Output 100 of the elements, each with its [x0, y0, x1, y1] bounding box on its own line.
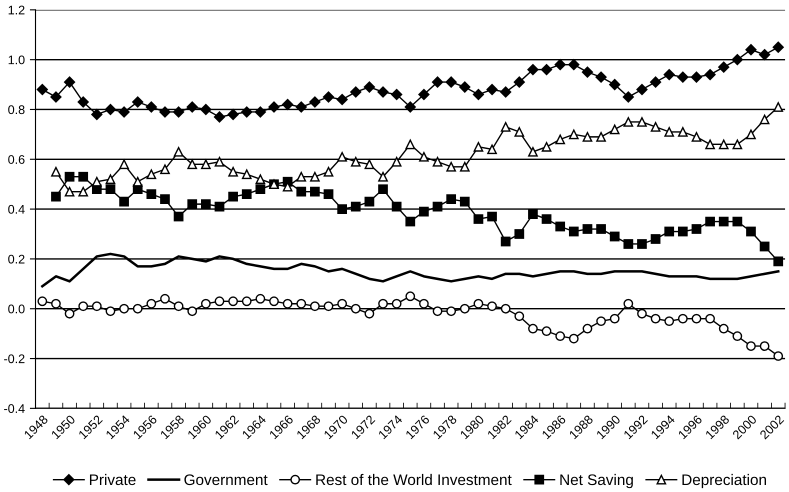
- point: [242, 189, 252, 200]
- point: [732, 331, 742, 341]
- point: [487, 301, 497, 312]
- point: [759, 49, 770, 60]
- point: [118, 106, 130, 118]
- y-tick-label: -0.2: [4, 354, 24, 364]
- point: [746, 130, 756, 140]
- point: [568, 130, 579, 140]
- point: [364, 308, 374, 319]
- point: [200, 159, 211, 170]
- point: [146, 298, 156, 309]
- point: [419, 152, 429, 162]
- point: [718, 324, 729, 334]
- point: [610, 124, 620, 134]
- point: [718, 216, 729, 226]
- point: [650, 76, 662, 88]
- point: [160, 194, 170, 204]
- point: [704, 68, 716, 80]
- point: [91, 108, 102, 120]
- point: [242, 169, 252, 180]
- point: [705, 139, 715, 150]
- point: [432, 76, 444, 88]
- point: [268, 101, 280, 113]
- point: [228, 166, 238, 177]
- point: [746, 341, 756, 351]
- point: [36, 84, 48, 96]
- point: [132, 96, 144, 108]
- point: [500, 122, 511, 132]
- point: [595, 71, 607, 83]
- point: [432, 156, 442, 167]
- point: [64, 76, 76, 88]
- point: [432, 202, 442, 212]
- point: [692, 224, 702, 234]
- point: [732, 139, 742, 150]
- point: [678, 314, 688, 324]
- point: [487, 144, 497, 154]
- point: [322, 91, 334, 103]
- point: [228, 296, 238, 306]
- point: [174, 212, 184, 222]
- point: [214, 111, 226, 123]
- point: [119, 304, 129, 314]
- point: [78, 301, 88, 312]
- point: [200, 199, 211, 209]
- point: [405, 291, 416, 302]
- point: [146, 189, 156, 200]
- point: [514, 311, 524, 322]
- point: [460, 162, 470, 172]
- point: [637, 239, 647, 249]
- point: [324, 166, 334, 177]
- point: [623, 117, 634, 127]
- point: [350, 86, 362, 98]
- y-tick-label: 0.6: [8, 155, 25, 164]
- point: [214, 202, 224, 212]
- point: [555, 222, 566, 232]
- point: [405, 216, 416, 226]
- point: [650, 314, 660, 324]
- point: [690, 71, 702, 83]
- point: [310, 172, 320, 182]
- point: [214, 156, 224, 167]
- point: [324, 301, 334, 312]
- point: [187, 159, 198, 170]
- point: [392, 156, 402, 167]
- point: [51, 166, 61, 177]
- point: [377, 86, 389, 98]
- point: [64, 172, 74, 182]
- point: [678, 127, 688, 137]
- point: [582, 324, 592, 334]
- point: [609, 78, 620, 90]
- point: [760, 341, 770, 351]
- point: [132, 176, 143, 187]
- point: [446, 76, 457, 88]
- point: [568, 226, 579, 236]
- point: [527, 64, 539, 76]
- point: [760, 114, 770, 124]
- point: [119, 159, 129, 170]
- point: [391, 88, 402, 100]
- point: [542, 142, 552, 152]
- point: [392, 298, 402, 309]
- point: [446, 306, 456, 316]
- point: [677, 71, 688, 83]
- point: [256, 184, 266, 194]
- point: [256, 294, 266, 304]
- point: [460, 196, 470, 206]
- point: [610, 314, 620, 324]
- point: [78, 186, 88, 197]
- point: [554, 59, 566, 70]
- point: [446, 162, 456, 172]
- point: [296, 172, 306, 182]
- legend-label: Private: [90, 474, 136, 486]
- point: [350, 304, 361, 314]
- point: [732, 54, 743, 66]
- point: [51, 192, 61, 202]
- point: [760, 242, 770, 252]
- point: [582, 224, 592, 234]
- point: [92, 176, 102, 187]
- point: [337, 152, 347, 162]
- point: [336, 94, 348, 106]
- point: [568, 334, 579, 344]
- point: [500, 86, 512, 98]
- point: [324, 189, 334, 200]
